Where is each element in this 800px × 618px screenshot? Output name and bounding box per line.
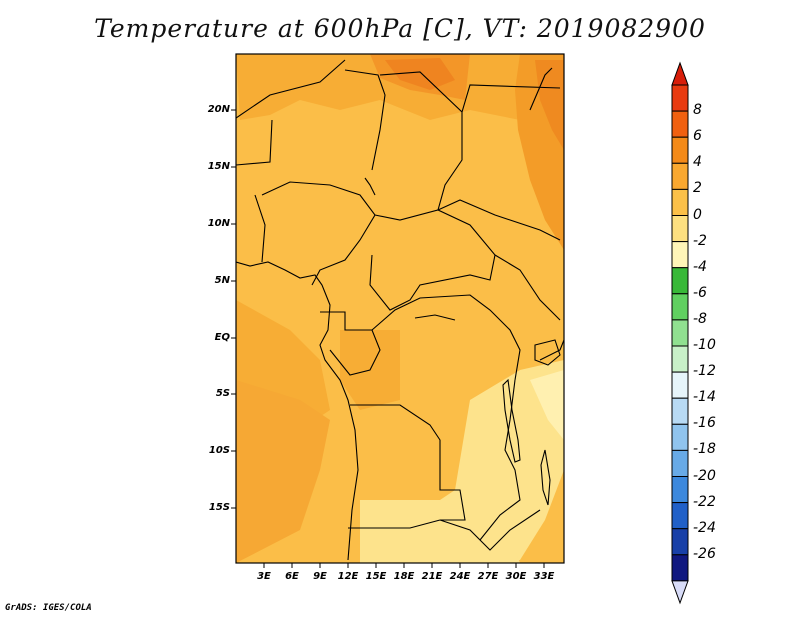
border-sudan xyxy=(437,199,561,241)
colorbar-swatch xyxy=(671,554,689,582)
border-tanzania xyxy=(539,339,564,361)
border-gabon xyxy=(320,311,381,376)
colorbar-swatch xyxy=(671,476,689,504)
colorbar-swatch xyxy=(671,84,689,112)
colorbar-swatch xyxy=(671,215,689,243)
border-north-4 xyxy=(461,84,561,113)
colorbar-swatch xyxy=(671,528,689,556)
lat-label-5n: 5N xyxy=(214,275,230,286)
field-cool-south xyxy=(360,480,520,563)
colorbar-swatch xyxy=(671,162,689,190)
colorbar-label: -6 xyxy=(693,284,707,301)
border-drc-north xyxy=(371,294,521,381)
colorbar-label: 4 xyxy=(693,154,702,171)
colorbar-label: -14 xyxy=(693,389,716,406)
lon-label-9e: 9E xyxy=(313,571,327,582)
grads-credit: GrADS: IGES/COLA xyxy=(5,603,92,613)
colorbar-label: -4 xyxy=(693,258,707,275)
lat-label-20n: 20N xyxy=(207,104,230,115)
colorbar-swatch xyxy=(671,449,689,477)
lake-chad xyxy=(364,177,376,196)
lon-label-12e: 12E xyxy=(337,571,359,582)
colorbar-label: -22 xyxy=(693,493,716,510)
map-frame xyxy=(235,53,565,564)
border-north-2 xyxy=(344,69,386,171)
colorbar-label: 0 xyxy=(693,206,702,223)
colorbar-label: -26 xyxy=(693,545,716,562)
colorbar-swatch xyxy=(671,345,689,373)
colorbar-swatch xyxy=(671,293,689,321)
colorbar-swatch xyxy=(671,371,689,399)
border-drc-east xyxy=(479,379,521,541)
colorbar-swatch xyxy=(671,502,689,530)
country-borders xyxy=(236,59,564,561)
lat-label-eq: EQ xyxy=(214,332,230,343)
border-west-2 xyxy=(254,194,266,263)
lat-label-10s: 10S xyxy=(208,445,230,456)
colorbar-label: -18 xyxy=(693,441,716,458)
lon-label-15e: 15E xyxy=(365,571,387,582)
lon-label-21e: 21E xyxy=(421,571,443,582)
colorbar-top-arrow xyxy=(671,61,689,86)
colorbar-label: -12 xyxy=(693,363,716,380)
colorbar-label: 6 xyxy=(693,128,702,145)
border-west-1 xyxy=(236,119,273,166)
colorbar-swatch xyxy=(671,241,689,269)
lat-label-15n: 15N xyxy=(207,161,230,172)
lat-label-15s: 15S xyxy=(208,502,230,513)
colorbar-swatch xyxy=(671,188,689,216)
colorbar xyxy=(671,61,689,605)
lake-victoria xyxy=(534,339,561,366)
colorbar-label: -20 xyxy=(693,467,716,484)
lake-malawi xyxy=(540,449,551,506)
coastline xyxy=(236,261,359,561)
colorbar-label: -2 xyxy=(693,232,707,249)
axis-ticks xyxy=(231,109,545,568)
border-north-1 xyxy=(236,59,346,119)
field-warm-sw xyxy=(236,380,330,563)
colorbar-swatch xyxy=(671,110,689,138)
colorbar-swatch xyxy=(671,267,689,295)
colorbar-label: 8 xyxy=(693,102,702,119)
lon-label-6e: 6E xyxy=(285,571,299,582)
lon-label-24e: 24E xyxy=(449,571,471,582)
colorbar-label: -10 xyxy=(693,337,716,353)
lat-label-5s: 5S xyxy=(215,388,230,399)
border-namibia xyxy=(348,519,441,529)
lat-label-10n: 10N xyxy=(207,218,230,229)
lon-label-18e: 18E xyxy=(393,571,415,582)
river-congo xyxy=(414,314,456,321)
red-sea xyxy=(529,67,553,111)
border-north-3 xyxy=(379,71,463,211)
field-warm-west xyxy=(236,54,560,120)
colorbar-swatch xyxy=(671,397,689,425)
colorbar-label: 2 xyxy=(693,180,702,197)
border-chad-car xyxy=(369,209,496,311)
colorbar-swatch xyxy=(671,319,689,347)
border-south-sudan xyxy=(494,254,561,321)
colorbar-bottom-arrow xyxy=(671,580,689,605)
colorbar-swatch xyxy=(671,423,689,451)
colorbar-swatch xyxy=(671,136,689,164)
lon-label-33e: 33E xyxy=(533,571,555,582)
field-coolest xyxy=(530,370,564,440)
border-angola xyxy=(350,404,466,521)
colorbar-label: -8 xyxy=(693,310,707,327)
chart-title: Temperature at 600hPa [C], VT: 201908290… xyxy=(94,14,706,43)
lon-label-30e: 30E xyxy=(505,571,527,582)
lon-label-3e: 3E xyxy=(257,571,271,582)
border-zambia xyxy=(439,509,541,551)
lon-label-27e: 27E xyxy=(477,571,499,582)
colorbar-label: -24 xyxy=(693,519,716,536)
field-hottest-nc xyxy=(385,58,455,90)
temperature-field xyxy=(236,54,564,563)
colorbar-label: -16 xyxy=(693,415,716,432)
lake-tanganyika xyxy=(502,378,521,463)
